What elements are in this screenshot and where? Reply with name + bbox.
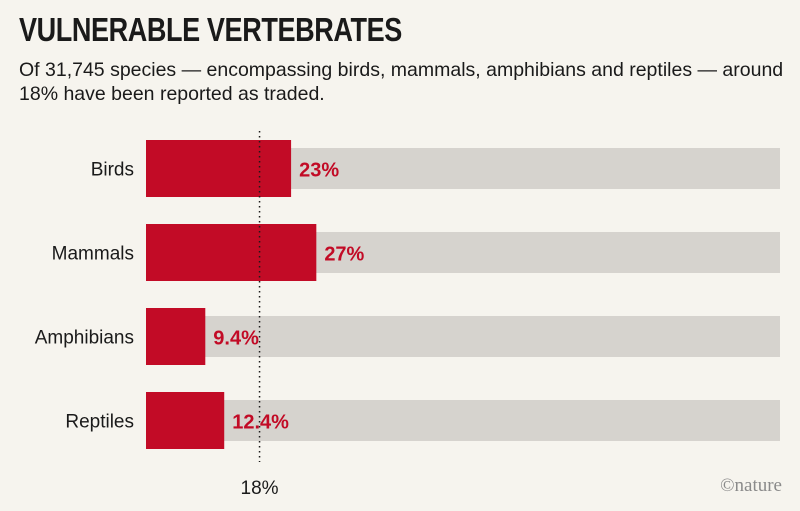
value-label-reptiles: 12.4% (232, 412, 289, 434)
chart-title: VULNERABLE VERTEBRATES (19, 11, 402, 48)
bar-mammals (146, 224, 317, 281)
category-label-reptiles: Reptiles (65, 412, 134, 433)
category-label-amphibians: Amphibians (35, 328, 134, 349)
chart-subtitle: Of 31,745 species — encompassing birds, … (19, 59, 784, 105)
bar-reptiles (146, 392, 225, 449)
bar-track-amphibians (146, 316, 780, 357)
value-label-birds: 23% (299, 160, 339, 182)
bar-track-reptiles (146, 400, 780, 441)
category-label-birds: Birds (91, 160, 134, 181)
value-label-mammals: 27% (324, 244, 364, 266)
category-label-mammals: Mammals (52, 244, 134, 265)
value-label-amphibians: 9.4% (213, 328, 259, 350)
bar-amphibians (146, 308, 206, 365)
copyright-symbol: © (720, 475, 735, 496)
credit-text: nature (734, 475, 782, 496)
nature-credit: ©nature (720, 475, 782, 497)
bar-birds (146, 140, 292, 197)
reference-line-label: 18% (241, 478, 279, 499)
